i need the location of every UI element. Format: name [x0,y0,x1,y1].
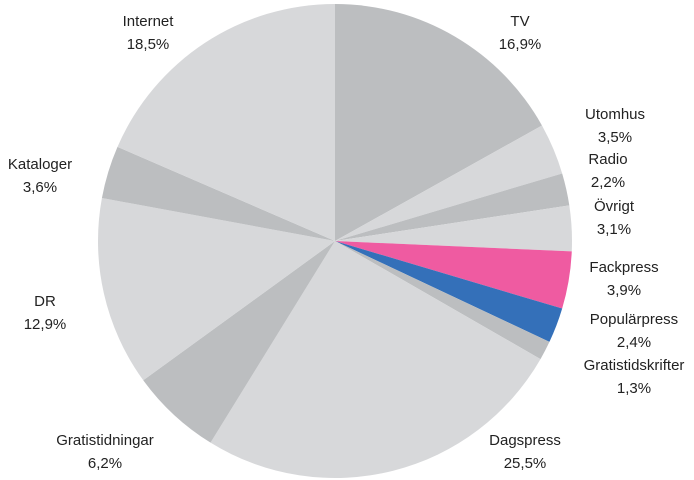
slice-label: DR [34,293,56,310]
slice-label: Utomhus [585,106,645,123]
slice-label: Radio [588,151,627,168]
slice-label: Dagspress [489,432,561,449]
slice-value-label: 3,5% [598,129,632,146]
slice-value-label: 12,9% [24,316,67,333]
pie-slice [117,4,335,241]
slice-value-label: 3,1% [597,221,631,238]
slice-value-label: 2,2% [591,174,625,191]
slice-label: TV [510,13,529,30]
pie-slice [101,146,335,241]
pie-slice [97,198,335,381]
slice-label: Fackpress [589,259,658,276]
slice-value-label: 1,3% [617,380,651,397]
pie-slice [335,241,550,360]
slice-label: Gratistidskrifter [584,357,685,374]
slice-label: Populärpress [590,311,678,328]
slice-value-label: 2,4% [617,334,651,351]
pie-slice [210,241,541,478]
slice-value-label: 3,6% [23,179,57,196]
slice-label: Övrigt [594,197,635,215]
pie-slice [143,241,335,443]
slice-value-label: 6,2% [88,455,122,472]
pie-slice [335,125,563,241]
pie-slice [335,4,542,241]
slice-value-label: 25,5% [504,455,547,472]
pie-slice [335,241,563,342]
pie-slice [335,205,572,252]
slice-value-label: 18,5% [127,36,170,53]
slice-value-label: 16,9% [499,36,542,53]
pie-slice [335,173,570,241]
slice-label: Internet [123,13,175,30]
slice-label: Kataloger [8,156,72,173]
pie-slice [335,241,572,309]
slice-label: Gratistidningar [56,432,154,449]
slice-value-label: 3,9% [607,282,641,299]
